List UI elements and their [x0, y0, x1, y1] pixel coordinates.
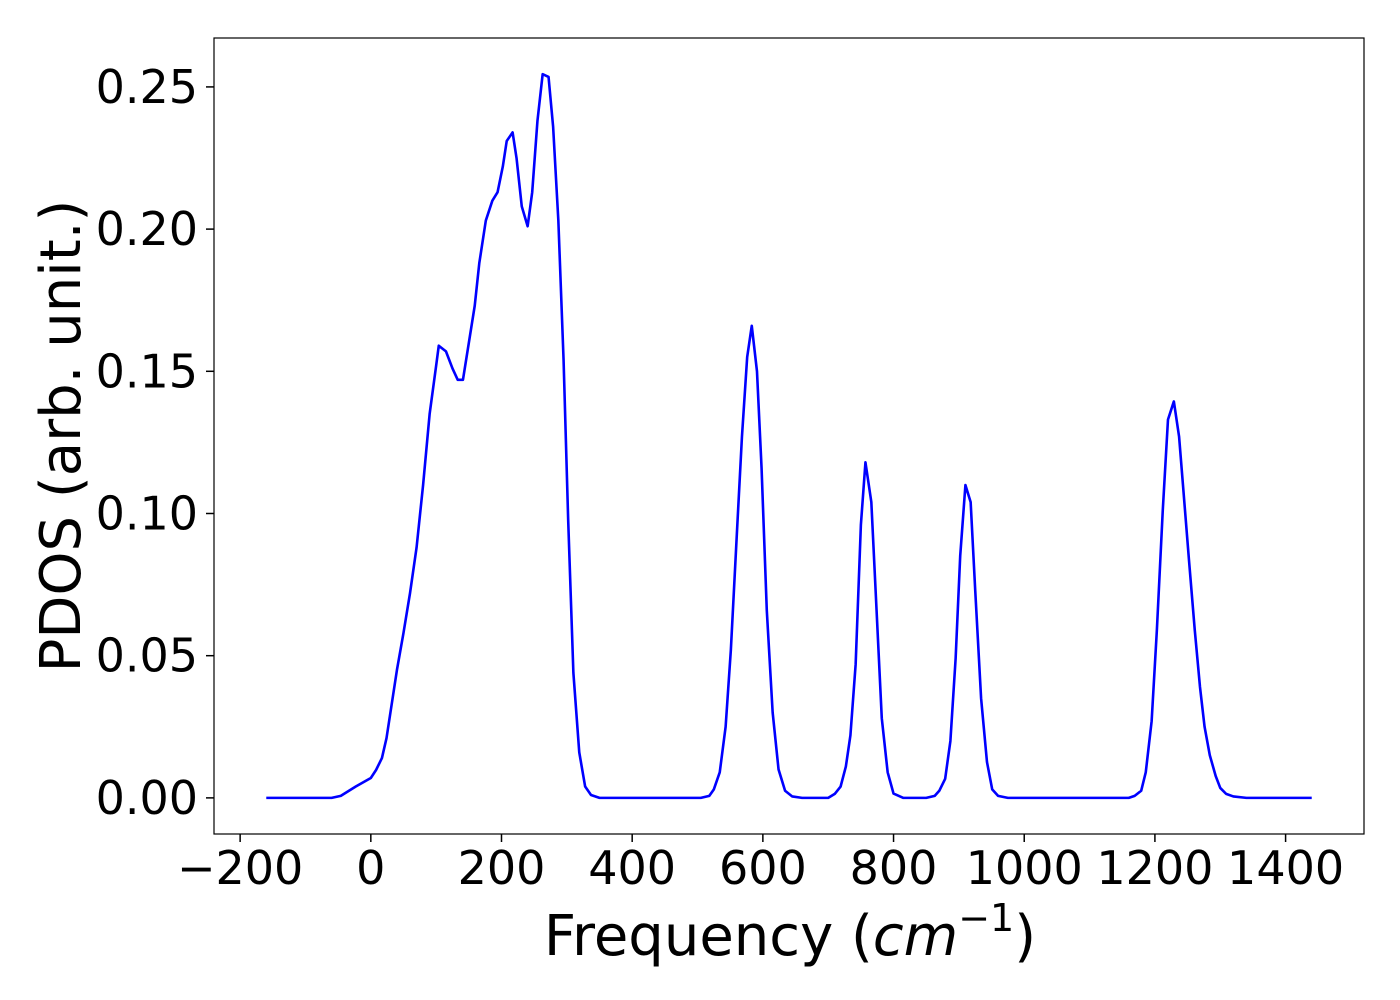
x-tick-label: 0 [356, 841, 385, 895]
x-tick-label: 800 [850, 841, 938, 895]
x-tick-label: 1000 [966, 841, 1083, 895]
x-tick-label: 200 [458, 841, 546, 895]
x-tick-label: −200 [177, 841, 303, 895]
y-tick-label: 0.05 [96, 629, 198, 683]
plot-frame [213, 37, 1365, 835]
y-tick-label: 0.10 [96, 486, 198, 540]
y-tick-label: 0.00 [96, 771, 198, 825]
x-axis-label: Frequency (cm−1) [544, 896, 1036, 969]
x-tick-label: 600 [719, 841, 807, 895]
data-line [266, 72, 1312, 800]
y-axis-label: PDOS (arb. unit.) [29, 200, 94, 673]
y-tick-label: 0.20 [96, 202, 198, 256]
y-tick-label: 0.15 [96, 344, 198, 398]
x-tick-label: 1400 [1227, 841, 1344, 895]
y-tick-label: 0.25 [96, 60, 198, 114]
x-tick-label: 400 [588, 841, 676, 895]
x-tick-label: 1200 [1096, 841, 1213, 895]
